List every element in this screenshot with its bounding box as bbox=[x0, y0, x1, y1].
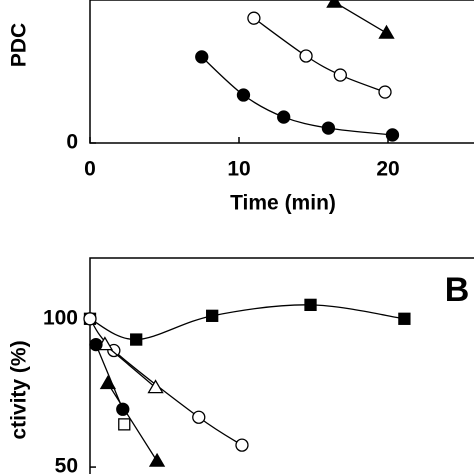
fit-curve bbox=[253, 17, 386, 93]
x-axis-label: Time (min) bbox=[230, 192, 336, 215]
marker bbox=[148, 452, 166, 467]
marker bbox=[236, 88, 251, 102]
marker bbox=[378, 24, 395, 39]
marker bbox=[299, 49, 313, 63]
marker bbox=[130, 333, 143, 346]
fit-curve bbox=[201, 56, 393, 136]
fit-curve bbox=[334, 1, 387, 34]
fit-curve bbox=[104, 344, 156, 389]
fit-curve bbox=[89, 318, 243, 446]
y-tick-label: 0 bbox=[66, 131, 78, 154]
marker bbox=[116, 402, 130, 416]
y-tick-label: 100 bbox=[43, 306, 78, 329]
plot-frame bbox=[89, 0, 474, 144]
panel-label: B bbox=[445, 271, 470, 309]
marker bbox=[304, 298, 317, 312]
marker bbox=[326, 0, 343, 8]
marker bbox=[192, 410, 206, 424]
marker bbox=[385, 128, 400, 142]
y-tick-label: 50 bbox=[55, 455, 78, 474]
marker bbox=[378, 85, 392, 99]
y-axis-label: PDC bbox=[8, 23, 31, 67]
marker bbox=[277, 110, 291, 124]
x-tick-label: 20 bbox=[376, 158, 399, 181]
marker bbox=[235, 438, 249, 452]
marker bbox=[321, 121, 336, 135]
marker bbox=[195, 50, 209, 64]
marker bbox=[206, 309, 219, 322]
y-axis-label: ctivity (%) bbox=[8, 340, 31, 439]
x-tick-label: 10 bbox=[227, 158, 250, 181]
marker bbox=[333, 68, 347, 82]
plot-frame bbox=[89, 257, 474, 474]
marker bbox=[247, 11, 261, 25]
marker bbox=[147, 379, 164, 394]
marker bbox=[398, 312, 411, 325]
marker bbox=[89, 337, 103, 352]
marker bbox=[83, 312, 97, 326]
marker bbox=[118, 418, 131, 431]
x-tick-label: 0 bbox=[84, 158, 96, 181]
fit-curve bbox=[107, 383, 158, 462]
